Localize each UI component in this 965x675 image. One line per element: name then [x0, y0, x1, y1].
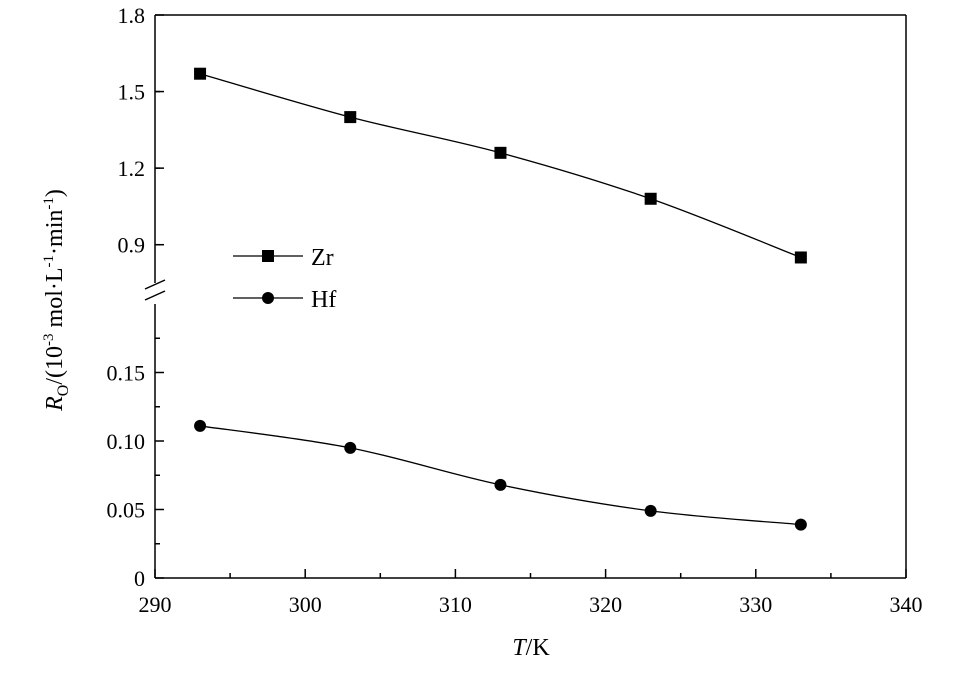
y-tick-label: 1.8: [118, 3, 146, 28]
data-point-zr: [794, 251, 807, 264]
series-line-zr: [199, 73, 802, 259]
x-tick-label: 290: [139, 592, 172, 617]
y-tick-label: 0.15: [107, 361, 146, 386]
x-tick-label: 320: [589, 592, 622, 617]
y-tick-label: 0.9: [118, 233, 146, 258]
data-point-hf: [644, 504, 657, 517]
y-axis-label: RO/(10-3 mol·L-1·min-1): [41, 189, 72, 412]
data-point-zr: [344, 111, 357, 124]
y-tick-label: 0.05: [107, 498, 146, 523]
data-point-zr: [194, 67, 207, 80]
legend-hf-label: Hf: [311, 287, 336, 313]
data-point-hf: [494, 478, 507, 491]
x-axis-label: T/K: [512, 635, 550, 661]
x-axis-ticks: 290 300 310 320 330 340: [139, 569, 923, 617]
axis-break-mark-2: [144, 290, 166, 301]
y-tick-label: 0: [134, 566, 145, 591]
x-tick-label: 300: [289, 592, 322, 617]
x-tick-label: 340: [890, 592, 923, 617]
legend-hf-marker: [262, 292, 274, 304]
legend-zr-marker: [262, 250, 274, 262]
data-point-hf: [794, 518, 807, 531]
plot-frame: [144, 14, 907, 579]
data-point-hf: [344, 441, 357, 454]
x-tick-label: 310: [439, 592, 472, 617]
legend: Zr Hf: [233, 245, 336, 313]
data-point-zr: [644, 192, 657, 205]
y-tick-label: 1.5: [118, 80, 146, 105]
data-point-zr: [494, 146, 507, 159]
series-layer: [194, 67, 807, 531]
series-line-hf: [199, 425, 801, 526]
x-tick-label: 330: [739, 592, 772, 617]
axis-break-mark-1: [144, 279, 166, 290]
y-tick-label: 0.10: [107, 429, 146, 454]
y-tick-label: 1.2: [118, 156, 146, 181]
legend-zr-label: Zr: [311, 245, 334, 271]
data-point-hf: [194, 419, 207, 432]
y-axis-ticks: 0.9 1.2 1.5 1.8 0 0.05 0.10 0.15: [107, 3, 164, 591]
